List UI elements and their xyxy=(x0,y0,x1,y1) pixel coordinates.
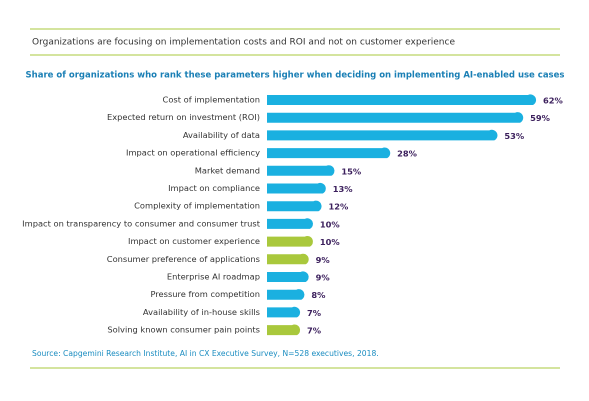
header: Organizations are focusing on implementa… xyxy=(32,38,455,48)
value-label: 10% xyxy=(320,237,341,247)
value-label: 15% xyxy=(341,166,362,176)
value-label: 9% xyxy=(316,255,331,265)
bar xyxy=(267,165,335,176)
category-label: Market demand xyxy=(195,165,260,175)
bar xyxy=(267,253,309,265)
category-label: Impact on operational efficiency xyxy=(126,148,260,158)
bar xyxy=(267,271,309,282)
source: Source: Capgemini Research Institute, AI… xyxy=(32,349,379,358)
category-label: Enterprise AI roadmap xyxy=(167,272,260,282)
bar xyxy=(267,200,322,212)
value-label: 59% xyxy=(530,113,551,123)
category-label: Expected return on investment (ROI) xyxy=(107,112,260,122)
value-label: 7% xyxy=(307,308,322,318)
category-label: Availability of in-house skills xyxy=(143,307,260,317)
value-label: 28% xyxy=(397,149,418,159)
category-label: Impact on transparency to consumer and c… xyxy=(22,218,261,228)
bar xyxy=(267,147,391,159)
category-label: Availability of data xyxy=(183,130,260,140)
bar xyxy=(267,306,301,318)
bar xyxy=(267,94,537,105)
value-label: 53% xyxy=(504,131,525,141)
value-label: 62% xyxy=(543,96,564,106)
value-label: 10% xyxy=(320,219,341,229)
category-label: Consumer preference of applications xyxy=(107,254,260,264)
value-label: 8% xyxy=(311,290,326,300)
value-label: 7% xyxy=(307,326,322,336)
bar xyxy=(267,289,305,300)
category-label: Impact on customer experience xyxy=(128,236,260,246)
category-label: Cost of implementation xyxy=(163,95,260,105)
category-label: Pressure from competition xyxy=(150,289,260,299)
chart-title: Share of organizations who rank these pa… xyxy=(26,71,565,81)
category-label: Impact on compliance xyxy=(168,183,260,193)
bar xyxy=(267,218,313,229)
value-label: 12% xyxy=(328,202,349,212)
value-label: 13% xyxy=(333,184,354,194)
bar xyxy=(267,236,313,247)
category-label: Solving known consumer pain points xyxy=(107,325,260,335)
bar xyxy=(267,112,524,123)
bar xyxy=(267,324,301,336)
bar xyxy=(267,182,326,194)
value-label: 9% xyxy=(316,273,331,283)
category-label: Complexity of implementation xyxy=(134,201,260,211)
bar xyxy=(267,129,498,141)
